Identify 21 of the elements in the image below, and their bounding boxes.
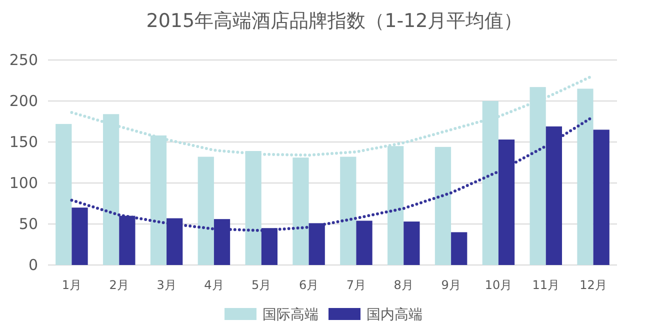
- xtick: 10月: [484, 278, 512, 292]
- xtick: 7月: [346, 278, 366, 292]
- ytick: 250: [9, 51, 38, 69]
- xtick: 11月: [532, 278, 560, 292]
- ytick: 150: [9, 133, 38, 151]
- xtick: 3月: [156, 278, 176, 292]
- ytick: 0: [28, 256, 38, 274]
- ytick: 200: [9, 92, 38, 110]
- ytick: 100: [9, 174, 38, 192]
- xtick: 6月: [298, 278, 319, 292]
- xtick: 8月: [394, 278, 414, 292]
- xtick: 2月: [109, 278, 129, 292]
- xtick: 9月: [441, 278, 461, 292]
- xtick: 1月: [62, 278, 82, 292]
- title: 2015年高端酒店品牌指数（1-12月平均值）: [146, 10, 523, 32]
- xtick: 12月: [580, 278, 607, 292]
- xtick: 5月: [252, 278, 272, 292]
- legend-label: 国内高端: [366, 307, 422, 323]
- legend-label: 国际高端: [262, 307, 318, 323]
- xtick: 4月: [204, 278, 224, 292]
- ytick: 50: [18, 215, 38, 233]
